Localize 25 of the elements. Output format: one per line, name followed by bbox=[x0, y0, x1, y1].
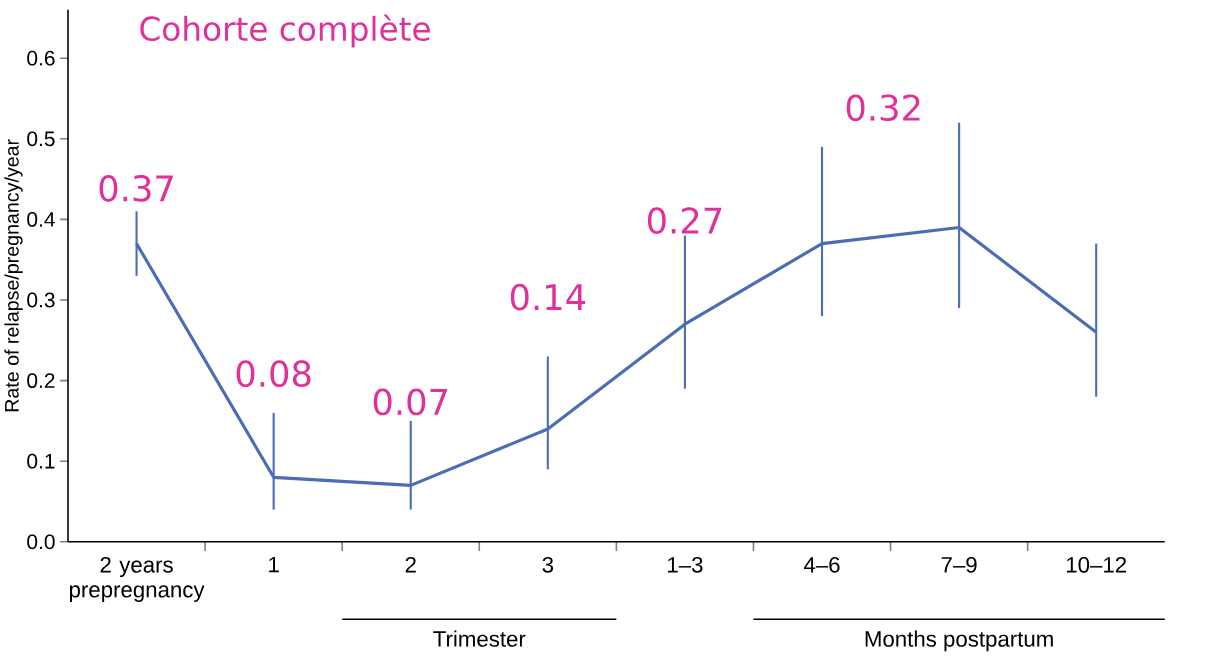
annotation: 0.32 bbox=[846, 94, 920, 122]
annotation: 0.27 bbox=[647, 207, 722, 234]
y-tick-label: 0.2 bbox=[27, 373, 55, 389]
x-tick-label: 2 years prepregnancy bbox=[69, 556, 205, 602]
annotation: 0.37 bbox=[99, 175, 173, 202]
y-tick-label: 0.3 bbox=[27, 292, 55, 308]
y-tick-label: 0.0 bbox=[27, 534, 55, 550]
chart-title: Cohorte complète bbox=[140, 14, 430, 48]
y-axis-title: Rate of relapse/pregnancy/year bbox=[4, 139, 23, 412]
annotation: 0.14 bbox=[510, 283, 586, 311]
y-tick-label: 0.4 bbox=[27, 212, 55, 227]
x-tick-label: 10–12 bbox=[1066, 556, 1126, 573]
x-tick-label: 4–6 bbox=[803, 556, 840, 573]
x-tick-label: 3 bbox=[542, 556, 554, 573]
x-tick-label: 7–9 bbox=[941, 556, 977, 573]
text: Trimester bbox=[433, 630, 526, 647]
x-tick-label: 1–3 bbox=[668, 556, 703, 573]
annotation: 0.08 bbox=[236, 360, 311, 388]
y-tick-label: 0.6 bbox=[27, 50, 55, 66]
annotation: 0.07 bbox=[373, 388, 448, 416]
text: Months postpartum bbox=[865, 630, 1053, 652]
y-tick-label: 0.5 bbox=[27, 131, 55, 147]
x-tick-label: 2 bbox=[405, 556, 416, 573]
y-tick-label: 0.1 bbox=[27, 453, 55, 469]
x-tick-label: 1 bbox=[269, 556, 279, 573]
